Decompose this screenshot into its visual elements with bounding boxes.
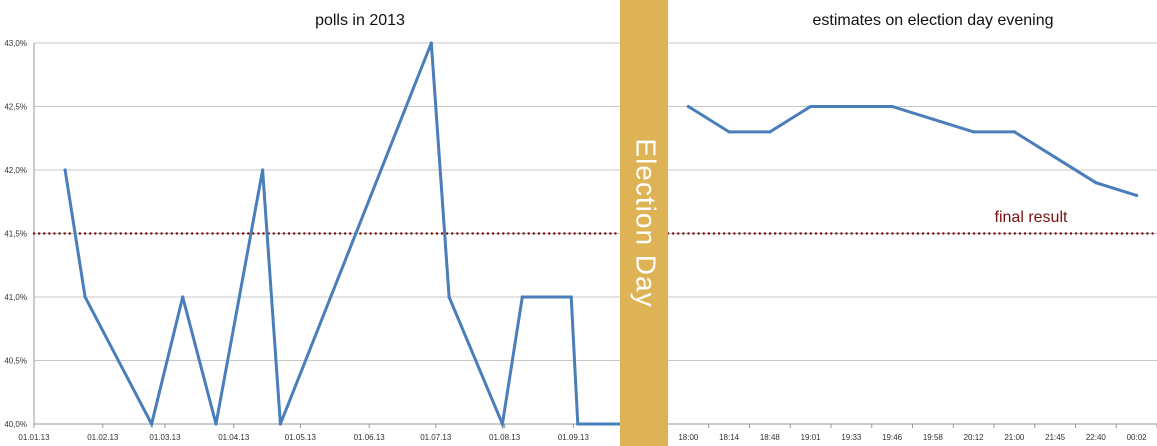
poll-point [214, 422, 218, 426]
x-tick-label: 19:46 [882, 433, 903, 442]
x-tick-label: 01.02.13 [87, 433, 119, 442]
estimate-point [1012, 130, 1016, 134]
estimate-point [890, 104, 894, 109]
y-tick-label: 41,5% [4, 230, 27, 239]
poll-point [520, 295, 524, 299]
poll-point [278, 422, 282, 426]
estimate-point [849, 104, 853, 109]
estimates-series-line [687, 105, 1138, 197]
estimate-point [727, 130, 731, 134]
x-tick-label: 00:02 [1127, 433, 1148, 442]
estimate-point [1094, 181, 1098, 185]
x-tick-label: 21:00 [1004, 433, 1025, 442]
estimate-point [1053, 155, 1057, 159]
y-tick-label: 43,0% [4, 39, 27, 48]
election-day-band [620, 0, 668, 446]
election-day-label: Election Day [631, 138, 662, 307]
poll-point [429, 41, 433, 45]
x-tick-label: 22:40 [1086, 433, 1107, 442]
x-tick-label: 18:48 [760, 433, 781, 442]
x-tick-label: 19:01 [801, 433, 822, 442]
y-tick-label: 40,5% [4, 357, 27, 366]
right-chart-title: estimates on election day evening [812, 12, 1053, 29]
estimate-point [768, 130, 772, 134]
estimate-point [809, 104, 813, 109]
x-tick-label: 01.08.13 [489, 433, 521, 442]
y-axis-tick-labels: 40,0% 40,5% 41,0% 41,5% 42,0% 42,5% 43,0% [4, 39, 27, 429]
y-tick-label: 41,0% [4, 293, 27, 302]
y-tick-label: 42,5% [4, 103, 27, 112]
left-chart-title: polls in 2013 [315, 12, 405, 29]
x-tick-label: 18:14 [719, 433, 740, 442]
final-result-label: final result [995, 209, 1068, 226]
left-x-axis-tick-labels: 01.01.13 01.02.13 01.03.13 01.04.13 01.05.13… [18, 424, 590, 442]
x-tick-label: 01.05.13 [285, 433, 317, 442]
poll-point [576, 422, 580, 426]
x-tick-label: 01.09.13 [558, 433, 590, 442]
x-tick-label: 19:58 [923, 433, 944, 442]
x-tick-label: 01.03.13 [149, 433, 181, 442]
estimate-point [931, 117, 935, 121]
poll-point [83, 295, 87, 299]
poll-point [63, 168, 67, 172]
poll-point [447, 295, 451, 299]
estimates-data-points [686, 104, 1139, 197]
x-tick-label: 01.01.13 [18, 433, 50, 442]
poll-point [150, 422, 154, 426]
poll-point [500, 422, 504, 426]
poll-point [181, 295, 185, 299]
poll-point [261, 168, 265, 172]
x-tick-label: 19:33 [841, 433, 862, 442]
x-tick-label: 01.04.13 [218, 433, 250, 442]
x-tick-label: 18:00 [678, 433, 699, 442]
estimate-point [1135, 193, 1139, 197]
polls-series-line [63, 42, 620, 430]
estimate-point [972, 130, 976, 134]
x-tick-label: 01.07.13 [420, 433, 452, 442]
estimate-point [686, 104, 690, 109]
x-tick-label: 21:45 [1045, 433, 1066, 442]
poll-point [569, 295, 573, 299]
y-tick-label: 42,0% [4, 166, 27, 175]
x-tick-label: 01.06.13 [354, 433, 386, 442]
right-x-axis-tick-labels: 18:00 18:14 18:48 19:01 19:33 19:46 19:58 20:12… [678, 424, 1157, 442]
x-tick-label: 20:12 [964, 433, 985, 442]
y-tick-label: 40,0% [4, 420, 27, 429]
